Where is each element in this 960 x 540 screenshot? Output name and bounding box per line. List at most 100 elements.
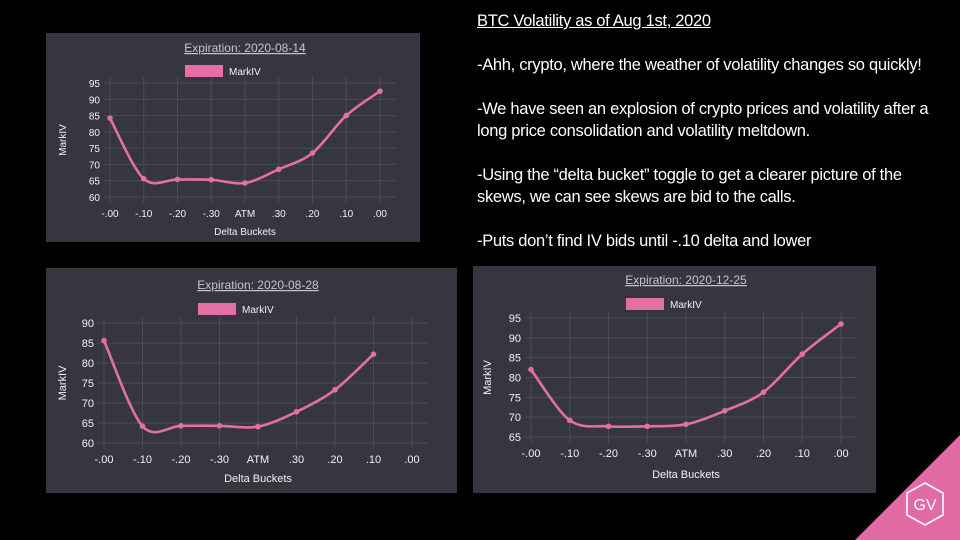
y-tick-label: 80 [509,373,521,385]
x-tick-label: .20 [306,209,320,220]
y-axis-label: MarkIV [482,359,494,395]
x-tick-label: ATM [675,448,697,460]
x-tick-label: -.20 [172,454,191,466]
chart-title: Expiration: 2020-12-25 [625,273,747,287]
data-point [101,337,107,344]
y-tick-label: 80 [82,358,94,370]
x-tick-label: -.10 [135,209,153,220]
x-tick-label: ATM [247,454,269,466]
y-tick-label: 90 [82,318,94,330]
x-axis-label: Delta Buckets [652,469,720,481]
y-tick-label: 90 [509,333,521,345]
data-point [605,423,612,430]
legend-swatch [626,298,664,310]
x-tick-label: -.20 [599,448,618,460]
x-tick-label: .10 [795,448,810,460]
y-tick-label: 85 [509,353,521,365]
y-tick-label: 60 [82,438,94,450]
y-tick-label: 65 [89,177,101,188]
data-point [293,409,300,415]
data-point [174,176,181,183]
gv-logo: GV [855,435,960,540]
x-tick-label: .30 [289,454,304,466]
y-tick-label: 60 [89,193,101,204]
commentary-paragraph: -We have seen an explosion of crypto pri… [477,100,929,140]
y-axis-label: MarkIV [58,124,69,156]
legend-label: MarkIV [229,67,261,78]
data-point [343,112,350,119]
x-tick-label: .00 [833,448,848,460]
data-point [528,366,534,373]
data-point [255,423,261,430]
legend-swatch [198,303,236,315]
x-tick-label: .10 [339,209,353,220]
data-point [721,408,728,414]
data-point [566,417,573,424]
commentary-heading: BTC Volatility as of Aug 1st, 2020 [477,12,711,30]
x-tick-label: .00 [404,454,419,466]
data-point [377,88,383,94]
x-axis-label: Delta Buckets [224,473,292,485]
x-tick-label: -.00 [95,454,114,466]
commentary-paragraph: -Puts don’t find IV bids until -.10 delt… [477,232,812,250]
y-tick-label: 95 [89,79,101,90]
y-tick-label: 75 [89,144,101,155]
x-tick-label: -.00 [101,209,119,220]
data-point [838,321,844,327]
data-point [140,175,147,182]
series-line-markiv [102,339,375,434]
data-point [242,180,248,186]
hexagon-icon [906,482,944,526]
data-point [760,389,767,395]
x-tick-label: .30 [717,448,732,460]
y-tick-label: 85 [82,338,94,350]
x-axis-label: Delta Buckets [214,227,276,238]
legend-label: MarkIV [242,305,274,316]
data-point [216,423,223,429]
y-tick-label: 70 [82,398,94,410]
legend-swatch [185,65,223,77]
x-tick-label: -.30 [203,209,221,220]
data-point [332,387,338,393]
chart-svg-2020-08-28: Expiration: 2020-08-28 MarkIV 60 65 70 75 80 85… [57,278,428,485]
chart-panel-2020-08-14: Expiration: 2020-08-14 MarkIV 60 65 70 75 80 85… [46,33,420,242]
x-tick-label: -.30 [210,454,229,466]
y-tick-label: 90 [89,95,101,106]
x-tick-label: .20 [327,454,342,466]
data-point [107,115,113,121]
chart-panel-2020-08-28: Expiration: 2020-08-28 MarkIV 60 65 70 75 80 85… [46,268,457,493]
chart-svg-2020-12-25: Expiration: 2020-12-25 MarkIV 65 70 75 80 85 90… [482,273,857,481]
legend-label: MarkIV [670,300,702,311]
y-tick-label: 80 [89,128,101,139]
y-axis-label: MarkIV [57,365,69,401]
x-tick-label: -.20 [169,209,187,220]
y-tick-label: 65 [509,432,521,444]
commentary: BTC Volatility as of Aug 1st, 2020 -Ahh,… [477,10,947,274]
y-tick-label: 75 [509,392,521,404]
data-point [275,166,282,173]
commentary-paragraph: -Ahh, crypto, where the weather of volat… [477,56,922,74]
gv-logo-graphic: GV [855,435,960,540]
chart-title: Expiration: 2020-08-28 [197,278,319,292]
y-tick-label: 70 [89,160,101,171]
data-point [370,351,377,357]
commentary-paragraph: -Using the “delta bucket” toggle to get … [477,166,902,206]
chart-title: Expiration: 2020-08-14 [184,41,306,55]
data-point [644,423,651,430]
y-tick-label: 85 [89,112,101,123]
x-tick-label: .00 [373,209,387,220]
data-point [178,423,184,429]
data-point [139,423,146,429]
data-point [208,176,215,183]
x-tick-label: .20 [756,448,771,460]
data-point [683,421,689,428]
x-tick-label: -.10 [560,448,579,460]
data-point [309,150,316,156]
x-tick-label: -.10 [133,454,152,466]
y-tick-label: 65 [82,418,94,430]
y-tick-label: 70 [509,412,521,424]
logo-triangle [855,435,960,540]
x-tick-label: .30 [272,209,286,220]
chart-panel-2020-12-25: Expiration: 2020-12-25 MarkIV 65 70 75 80 85 90… [473,266,876,493]
chart-svg-2020-08-14: Expiration: 2020-08-14 MarkIV 60 65 70 75 80 85… [58,41,396,238]
